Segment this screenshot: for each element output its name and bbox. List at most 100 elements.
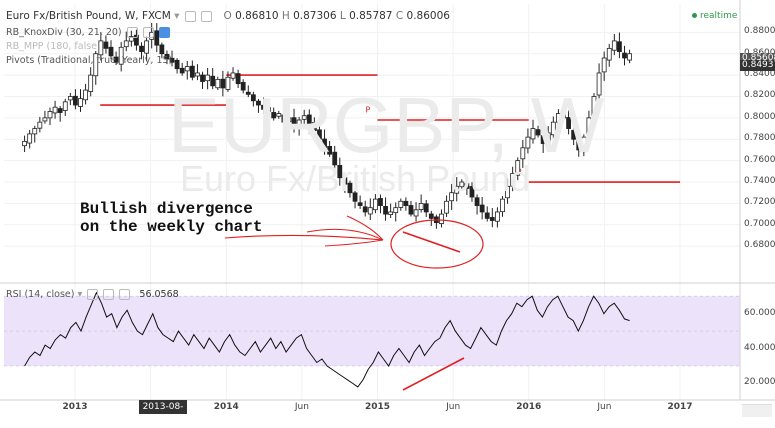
candle-body [362,206,368,213]
eye-icon[interactable] [126,27,138,38]
candle-body [439,213,444,225]
candle-body [113,56,119,63]
close-icon[interactable] [119,289,131,300]
indicator-legend-mpp[interactable]: RB_MPP (180, false [6,41,97,52]
annotation-line1: Bullish divergence [80,200,253,218]
candle-body [22,140,27,147]
symbol-title[interactable]: Euro Fx/British Pound, W, FXCM [6,10,171,22]
rsi-legend[interactable]: RSI (14, close) ▾ 56.0568 [6,289,179,300]
candle-body [540,135,546,144]
settings-icon[interactable] [103,289,115,300]
price-tick-label: 0.86000 [744,48,775,58]
rsi-band [4,295,740,367]
candle-body [510,173,516,187]
eye-icon[interactable] [87,289,99,300]
candle-body [57,108,63,113]
settings-icon[interactable] [184,10,196,22]
candle-body [535,129,541,136]
candle-body [154,30,160,46]
candle-body [403,200,409,206]
candle-body [367,207,373,215]
time-tick-label: 2015 [364,402,391,412]
candle-body [352,192,358,202]
ohlc-high-value: 0.87306 [293,10,337,22]
indicator-label[interactable]: RB_KnoxDiv (30, 21, 20) [6,27,122,38]
close-icon[interactable] [158,27,170,38]
time-tick-label: Jun [597,402,612,412]
candle-body [545,132,551,143]
settings-icon[interactable] [142,27,154,38]
symbol-dropdown-icon[interactable]: ▾ [174,10,180,22]
candle-body [596,72,602,96]
candle-body [281,114,287,123]
candle-body [393,207,399,214]
candle-body [27,133,33,144]
candle-body [322,138,327,149]
indicator-label[interactable]: RB_MPP (180, false [6,41,98,52]
time-tick-label: Jun [446,402,461,412]
annotation-circle [390,219,484,269]
candle-body [78,98,83,107]
candle-body [500,198,505,213]
candle-body [311,122,317,132]
candle-body [327,146,333,155]
rsi-label[interactable]: RSI (14, close) [6,289,75,300]
candle-body [144,40,150,54]
candle-body [256,100,261,106]
candle-body [383,205,388,215]
chart-canvas[interactable]: PP [0,0,775,418]
symbol-legend: Euro Fx/British Pound, W, FXCM ▾ O 0.868… [6,10,450,22]
candle-body [118,46,124,65]
candle-body [134,34,139,46]
pivot-marker: P [366,106,371,115]
indicator-legend-pivots[interactable]: Pivots (Traditional, true, Yearly, 15) [6,55,172,66]
candle-body [617,41,622,52]
candle-body [271,112,277,119]
rsi-dropdown-icon[interactable]: ▾ [77,289,83,300]
candle-body [576,139,582,151]
candle-body [205,74,211,82]
candle-body [591,96,597,117]
candle-body [332,151,338,166]
candle-body [276,113,282,117]
candle-body [464,183,470,189]
candle-body [189,65,195,78]
close-icon[interactable] [201,10,213,22]
candle-body [566,117,571,129]
candle-body [622,52,627,59]
time-tick-label: 2017 [667,402,693,412]
rsi-line [24,291,630,388]
candle-body [484,212,490,219]
candle-body [378,198,383,206]
annotation-drawings [224,215,484,391]
candle-body [296,119,302,128]
indicator-legend-knoxdiv[interactable]: RB_KnoxDiv (30, 21, 20) [6,27,170,38]
indicator-label[interactable]: Pivots (Traditional, true, Yearly, 15) [6,55,173,66]
ohlc-low-value: 0.85787 [349,10,393,22]
candlestick-series [22,22,632,229]
candle-body [413,209,419,217]
candle-body [32,128,38,135]
candle-body [525,136,531,149]
watermark-symbol: EURGBP, W [168,81,605,169]
candle-body [128,36,134,42]
candle-body [505,185,510,199]
rsi-value: 56.0568 [139,289,179,300]
ohlc-close-label: C [395,10,404,22]
candle-body [306,114,312,125]
candle-body [225,76,231,90]
candle-body [520,147,526,160]
candle-body [479,204,485,213]
candle-body [372,198,378,211]
candle-body [357,202,363,206]
candle-body [586,117,592,138]
candle-body [627,53,632,61]
candle-body [398,200,404,208]
candle-body [52,106,58,114]
ohlc-high-label: H [281,10,290,22]
